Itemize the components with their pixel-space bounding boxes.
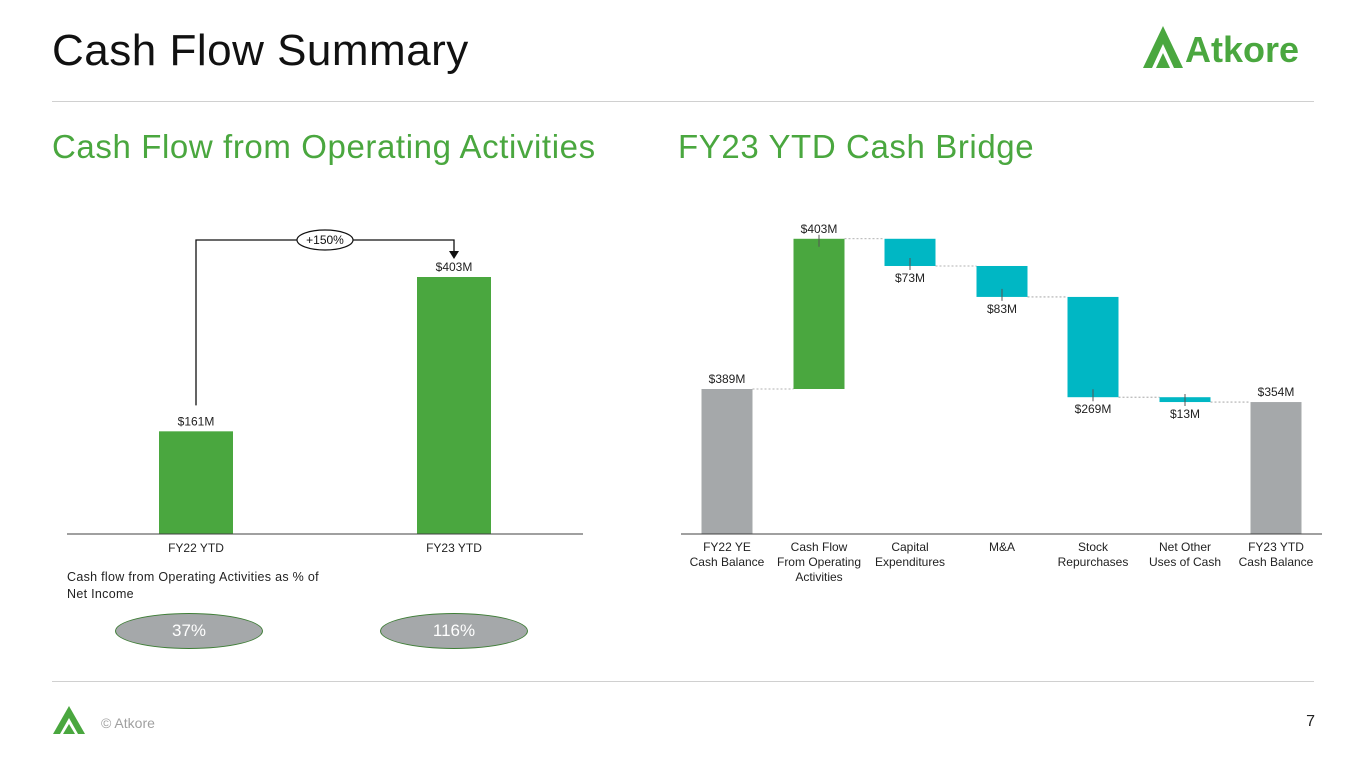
x-tick-label-1: FY23 YTD (426, 541, 482, 555)
waterfall-category-line: Net Other (1159, 540, 1211, 554)
waterfall-bar-0 (701, 389, 753, 534)
waterfall-category-label-3: M&A (989, 540, 1015, 554)
waterfall-bar-4 (1067, 296, 1119, 398)
growth-annotation: +150% (306, 233, 344, 247)
waterfall-value-label-3: $83M (987, 302, 1017, 316)
ratio-pill-fy22: 37% (115, 613, 263, 649)
waterfall-value-label-4: $269M (1075, 402, 1112, 416)
waterfall-category-line: Expenditures (875, 555, 945, 569)
header-divider (52, 101, 1314, 102)
right-section-title: FY23 YTD Cash Bridge (678, 128, 1035, 165)
left-section-title: Cash Flow from Operating Activities (52, 128, 596, 165)
waterfall-category-line: From Operating (777, 555, 861, 569)
waterfall-category-line: Cash Flow (791, 540, 848, 554)
atkore-logo: Atkore (1143, 26, 1299, 70)
waterfall-category-line: Stock (1078, 540, 1109, 554)
waterfall-category-line: Cash Balance (690, 555, 765, 569)
copyright-text: © Atkore (101, 715, 155, 731)
waterfall-bar-1 (793, 238, 845, 389)
waterfall-category-label-1: Cash Flow From Operating Activities (777, 540, 861, 584)
bar-1 (417, 277, 491, 534)
waterfall-category-label-4: Stock Repurchases (1058, 540, 1129, 569)
ratio-caption: Cash flow from Operating Activities as %… (67, 570, 319, 601)
waterfall-category-line: Activities (795, 570, 842, 584)
bar-value-label-1: $403M (436, 260, 473, 274)
waterfall-category-label-0: FY22 YE Cash Balance (690, 540, 765, 569)
waterfall-category-line: Uses of Cash (1149, 555, 1221, 569)
footer-logo-icon (53, 706, 85, 734)
growth-arrow-head (449, 251, 459, 259)
waterfall-category-line: Repurchases (1058, 555, 1129, 569)
waterfall-category-line: Capital (891, 540, 928, 554)
bar-0 (159, 431, 233, 534)
svg-text:Atkore: Atkore (1185, 29, 1299, 70)
waterfall-category-line: FY23 YTD (1248, 540, 1304, 554)
x-tick-label-0: FY22 YTD (168, 541, 224, 555)
waterfall-category-label-6: FY23 YTD Cash Balance (1239, 540, 1314, 569)
waterfall-category-line: FY22 YE (703, 540, 751, 554)
ratio-pill-fy23: 116% (380, 613, 528, 649)
growth-badge (296, 229, 354, 251)
waterfall-category-label-2: Capital Expenditures (875, 540, 945, 569)
page-number: 7 (1306, 713, 1315, 730)
waterfall-value-label-6: $354M (1258, 385, 1295, 399)
waterfall-category-line: M&A (989, 540, 1015, 554)
page-title: Cash Flow Summary (52, 26, 469, 75)
bar-value-label-0: $161M (178, 414, 215, 428)
waterfall-value-label-2: $73M (895, 271, 925, 285)
waterfall-value-label-1: $403M (801, 222, 838, 236)
waterfall-category-line: Cash Balance (1239, 555, 1314, 569)
waterfall-value-label-0: $389M (709, 372, 746, 386)
waterfall-bar-6 (1250, 402, 1302, 534)
waterfall-value-label-5: $13M (1170, 407, 1200, 421)
footer-divider (52, 681, 1314, 682)
waterfall-category-label-5: Net Other Uses of Cash (1149, 540, 1221, 569)
